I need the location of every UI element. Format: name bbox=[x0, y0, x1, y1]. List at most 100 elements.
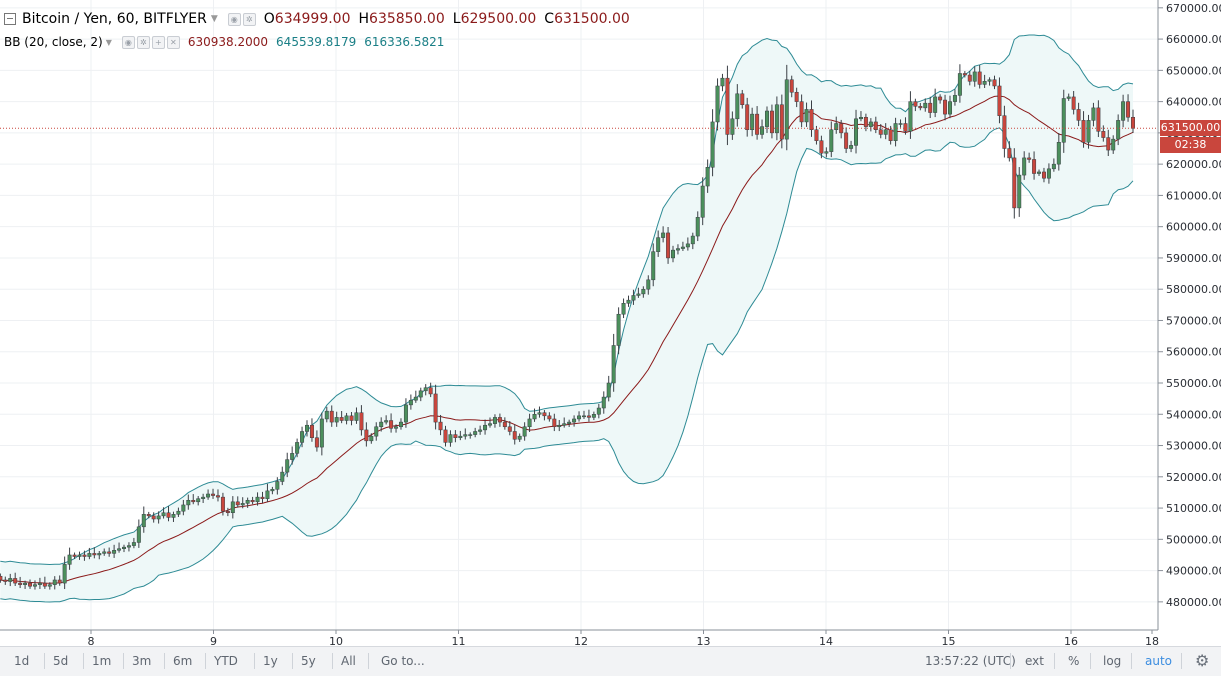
candle-body bbox=[339, 417, 344, 421]
candle-body bbox=[760, 126, 765, 135]
candle-body bbox=[933, 96, 938, 113]
candle-body bbox=[863, 116, 868, 127]
timeframe-1y[interactable]: 1y bbox=[263, 654, 278, 668]
timeframe-5y[interactable]: 5y bbox=[301, 654, 316, 668]
x-tick-label: 10 bbox=[329, 635, 343, 646]
candle-body bbox=[260, 496, 265, 499]
candle-body bbox=[1012, 157, 1017, 209]
gear-icon[interactable]: ✲ bbox=[242, 12, 256, 26]
close-label: C bbox=[544, 11, 555, 27]
collapse-icon[interactable] bbox=[4, 13, 16, 25]
candle-body bbox=[324, 410, 329, 420]
close-icon[interactable]: ✕ bbox=[166, 35, 180, 49]
bb-upper-value: 645539.8179 bbox=[276, 35, 357, 49]
candle-body bbox=[438, 421, 443, 431]
candle-body bbox=[725, 77, 730, 135]
timeframe-ytd[interactable]: YTD bbox=[214, 654, 238, 668]
candle-body bbox=[1121, 101, 1126, 121]
candle-body bbox=[171, 514, 176, 518]
candle-body bbox=[567, 421, 572, 424]
candle-body bbox=[483, 424, 488, 431]
y-tick-label: 570000.00 bbox=[1166, 314, 1221, 327]
candle-body bbox=[824, 151, 829, 154]
candlestick-chart[interactable]: 670000.00660000.00650000.00640000.006300… bbox=[0, 0, 1221, 646]
y-tick-label: 560000.00 bbox=[1166, 346, 1221, 359]
x-tick-label: 16 bbox=[1064, 635, 1078, 646]
add-icon[interactable]: + bbox=[151, 35, 165, 49]
timeframe-5d[interactable]: 5d bbox=[53, 654, 69, 668]
candle-body bbox=[413, 396, 418, 401]
price-axis[interactable] bbox=[0, 0, 1159, 631]
candle-body bbox=[77, 554, 82, 557]
candle-body bbox=[1126, 101, 1131, 118]
candle-body bbox=[952, 95, 957, 102]
candle-body bbox=[868, 121, 873, 127]
high-value: 635850.00 bbox=[369, 11, 445, 27]
time-axis-labels[interactable]: 8 9 10 11 12 13 14 15 16 18 bbox=[88, 630, 1160, 646]
candle-body bbox=[562, 423, 567, 426]
candle-body bbox=[631, 295, 636, 301]
goto-button[interactable]: Go to... bbox=[381, 654, 425, 668]
settings-gear-icon[interactable]: ⚙ bbox=[1195, 651, 1210, 670]
timeframe-all[interactable]: All bbox=[341, 654, 356, 668]
candle-body bbox=[314, 437, 319, 448]
candle-body bbox=[67, 554, 72, 565]
candle-body bbox=[240, 503, 245, 506]
candle-body bbox=[507, 426, 512, 432]
candle-body bbox=[141, 514, 146, 528]
candle-body bbox=[107, 551, 112, 554]
eye-icon[interactable]: ◉ bbox=[121, 35, 135, 49]
candle-body bbox=[740, 93, 745, 105]
candle-body bbox=[626, 299, 631, 304]
eye-icon[interactable]: ◉ bbox=[227, 12, 241, 26]
candle-body bbox=[715, 85, 720, 123]
candle-body bbox=[502, 421, 507, 428]
candle-body bbox=[1076, 109, 1081, 121]
bollinger-upper-line bbox=[0, 34, 1134, 566]
candle-body bbox=[37, 582, 42, 585]
candle-body bbox=[473, 431, 478, 435]
candle-body bbox=[888, 129, 893, 141]
symbol-menu-chevron-icon[interactable]: ▼ bbox=[210, 14, 218, 24]
candle-body bbox=[122, 546, 126, 549]
candle-body bbox=[720, 77, 725, 87]
x-tick-label: 12 bbox=[574, 635, 588, 646]
candle-body bbox=[1116, 120, 1121, 140]
candle-body bbox=[972, 71, 977, 82]
timeframe-1d[interactable]: 1d bbox=[14, 654, 30, 668]
y-tick-label: 580000.00 bbox=[1166, 283, 1221, 296]
candle-body bbox=[557, 424, 562, 428]
indicator-title[interactable]: BB (20, close, 2) bbox=[4, 35, 103, 49]
y-tick-label: 610000.00 bbox=[1166, 189, 1221, 202]
candle-body bbox=[774, 104, 779, 134]
candle-body bbox=[349, 415, 354, 421]
x-tick-label: 9 bbox=[210, 635, 217, 646]
y-tick-label: 530000.00 bbox=[1166, 440, 1221, 453]
timeframe-3m[interactable]: 3m bbox=[132, 654, 152, 668]
candle-body bbox=[1086, 120, 1091, 143]
timeframe-1m[interactable]: 1m bbox=[92, 654, 112, 668]
candle-body bbox=[948, 101, 952, 115]
ext-toggle[interactable]: ext bbox=[1025, 654, 1044, 668]
candle-body bbox=[547, 415, 552, 420]
candle-body bbox=[685, 243, 690, 248]
log-toggle[interactable]: log bbox=[1103, 654, 1122, 668]
indicator-menu-chevron-icon[interactable]: ▼ bbox=[105, 37, 112, 47]
candle-body bbox=[923, 102, 928, 109]
candle-body bbox=[1131, 116, 1135, 129]
percent-toggle[interactable]: % bbox=[1068, 654, 1080, 668]
x-tick-label: 18 bbox=[1145, 635, 1159, 646]
candle-body bbox=[577, 415, 582, 420]
gear-icon[interactable]: ✲ bbox=[136, 35, 150, 49]
candle-body bbox=[285, 459, 290, 473]
y-tick-label: 490000.00 bbox=[1166, 565, 1221, 578]
candle-body bbox=[57, 579, 62, 584]
candle-body bbox=[1106, 137, 1111, 151]
candle-body bbox=[225, 510, 230, 514]
candle-body bbox=[700, 185, 705, 218]
auto-scale-toggle[interactable]: auto bbox=[1145, 654, 1173, 668]
candle-body bbox=[463, 434, 468, 437]
timeframe-6m[interactable]: 6m bbox=[173, 654, 193, 668]
symbol-title[interactable]: Bitcoin / Yen, 60, BITFLYER bbox=[22, 11, 207, 27]
candle-body bbox=[156, 515, 161, 520]
